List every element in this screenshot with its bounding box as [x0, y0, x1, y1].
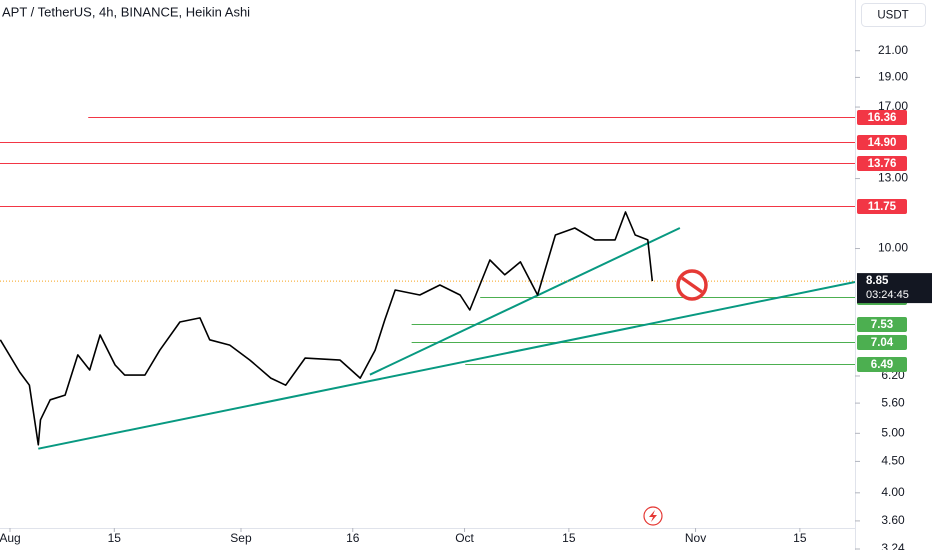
x-tick-label: Oct: [455, 531, 474, 545]
x-tick-label: 15: [562, 531, 576, 545]
price-level-label: 7.53: [871, 319, 893, 331]
plot-area: [0, 117, 856, 450]
currency-button[interactable]: [861, 3, 926, 27]
x-tick-label: 15: [793, 531, 807, 545]
y-tick-label: 5.60: [881, 395, 905, 409]
events-icon[interactable]: [643, 506, 663, 526]
y-tick-label: 21.00: [878, 43, 908, 57]
y-tick-label: 3.60: [881, 513, 905, 527]
y-tick-label: 19.00: [878, 70, 908, 84]
y-tick-label: 17.00: [878, 99, 908, 113]
x-tick-label: Aug: [0, 531, 21, 545]
y-tick-label: 10.00: [878, 241, 908, 255]
no-entry-icon: [676, 269, 708, 301]
chart-title: APT / TetherUS, 4h, BINANCE, Heikin Ashi: [2, 4, 250, 19]
x-tick-label: 16: [346, 531, 360, 545]
y-tick-label: 13.00: [878, 171, 908, 185]
price-level-label: 11.75: [868, 201, 897, 213]
y-tick-label: 3.24: [881, 541, 905, 550]
current-price-box: [857, 273, 932, 304]
price-level-box: [857, 135, 907, 150]
price-level-box: [857, 317, 907, 332]
trendline: [38, 281, 856, 450]
price-level-box: [857, 110, 907, 125]
current-price-label: 8.85: [866, 275, 889, 287]
price-level-label: 16.36: [868, 112, 897, 124]
x-tick-label: 15: [108, 531, 122, 545]
y-tick-label: 4.50: [881, 454, 905, 468]
price-level-box: [857, 357, 907, 372]
price-line: [0, 211, 654, 446]
countdown-label: 03:24:45: [866, 289, 909, 301]
y-tick-label: 4.00: [881, 485, 905, 499]
price-level-label: 7.04: [871, 337, 894, 349]
y-tick-label: 5.00: [881, 425, 905, 439]
price-level-box: [857, 156, 907, 171]
x-tick-label: Sep: [230, 531, 252, 545]
price-level-box: [857, 199, 907, 214]
x-tick-label: Nov: [685, 531, 706, 545]
price-level-box: [857, 335, 907, 350]
trendline: [369, 227, 681, 376]
price-level-label: 6.49: [871, 359, 893, 371]
currency-label: USDT: [877, 10, 908, 22]
price-level-label: 14.90: [868, 137, 897, 149]
price-level-label: 13.76: [868, 158, 897, 170]
